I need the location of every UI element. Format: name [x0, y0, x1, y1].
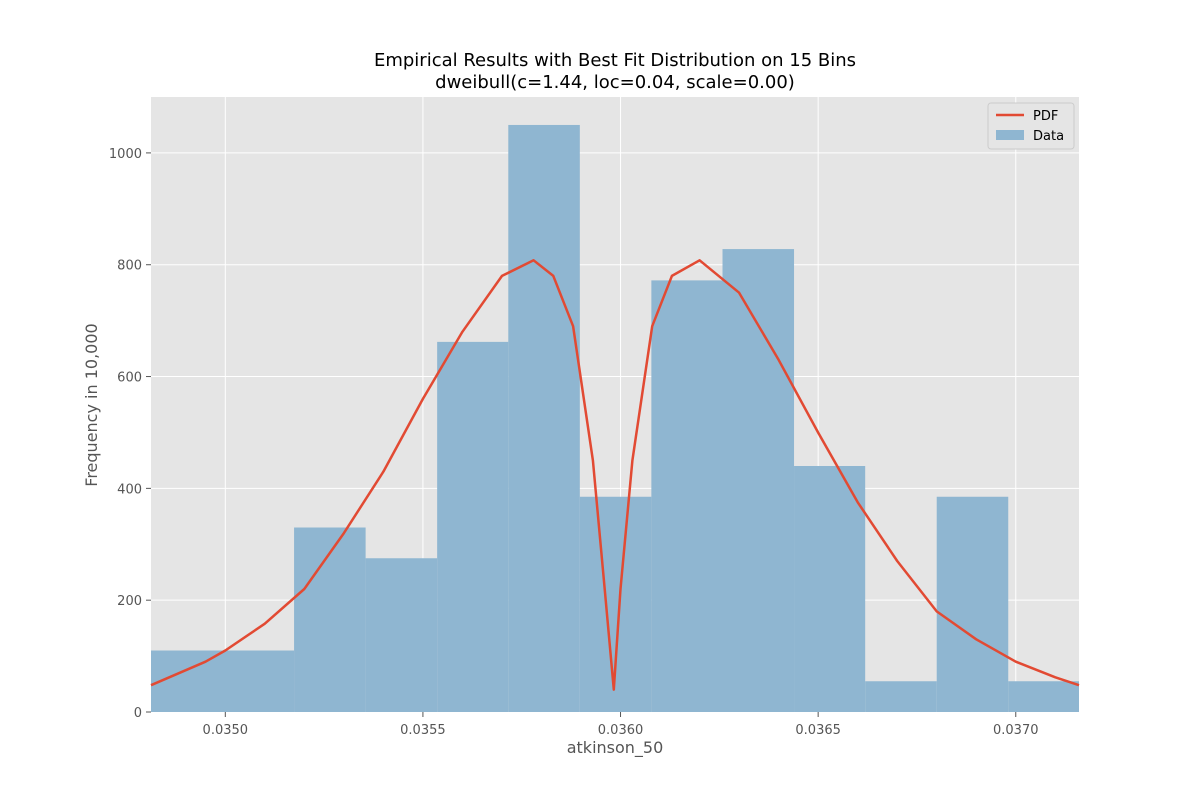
legend-data-label: Data [1033, 129, 1064, 144]
chart-subtitle: dweibull(c=1.44, loc=0.04, scale=0.00) [435, 72, 795, 93]
histogram-bar [151, 650, 295, 712]
y-tick-label: 400 [117, 482, 142, 497]
histogram-bar [1008, 681, 1079, 712]
x-tick-label: 0.0350 [203, 723, 249, 738]
x-axis-ticks: 0.0350 0.0355 0.0360 0.0365 0.0370 [203, 712, 1039, 738]
y-axis-label: Frequency in 10,000 [82, 323, 101, 486]
histogram-bar [722, 249, 795, 712]
gridlines [151, 97, 1079, 713]
histogram-bars [151, 124, 1079, 713]
histogram-bar [437, 341, 509, 712]
legend: PDF Data [987, 102, 1075, 150]
pdf-line [150, 259, 1080, 691]
y-tick-label: 1000 [109, 147, 142, 162]
histogram-bar [294, 527, 366, 712]
y-tick-label: 800 [117, 259, 142, 274]
y-tick-label: 0 [134, 706, 142, 721]
y-tick-label: 200 [117, 594, 142, 609]
pdf-line-group [150, 259, 1080, 691]
histogram-bar [865, 681, 937, 712]
histogram-bar [651, 280, 723, 712]
chart-title: Empirical Results with Best Fit Distribu… [374, 50, 856, 71]
x-tick-label: 0.0360 [598, 723, 644, 738]
histogram-bar [794, 466, 866, 712]
legend-pdf-label: PDF [1033, 109, 1058, 124]
x-axis-label: atkinson_50 [567, 738, 664, 758]
x-tick-label: 0.0370 [993, 723, 1039, 738]
histogram-bar [365, 558, 438, 712]
y-tick-label: 600 [117, 371, 142, 386]
x-tick-label: 0.0355 [400, 723, 446, 738]
legend-data-swatch [996, 130, 1024, 140]
x-tick-label: 0.0365 [795, 723, 841, 738]
histogram-bar [508, 124, 580, 713]
histogram-bar [936, 496, 1009, 712]
y-axis-ticks: 0 200 400 600 800 1000 [109, 147, 151, 721]
